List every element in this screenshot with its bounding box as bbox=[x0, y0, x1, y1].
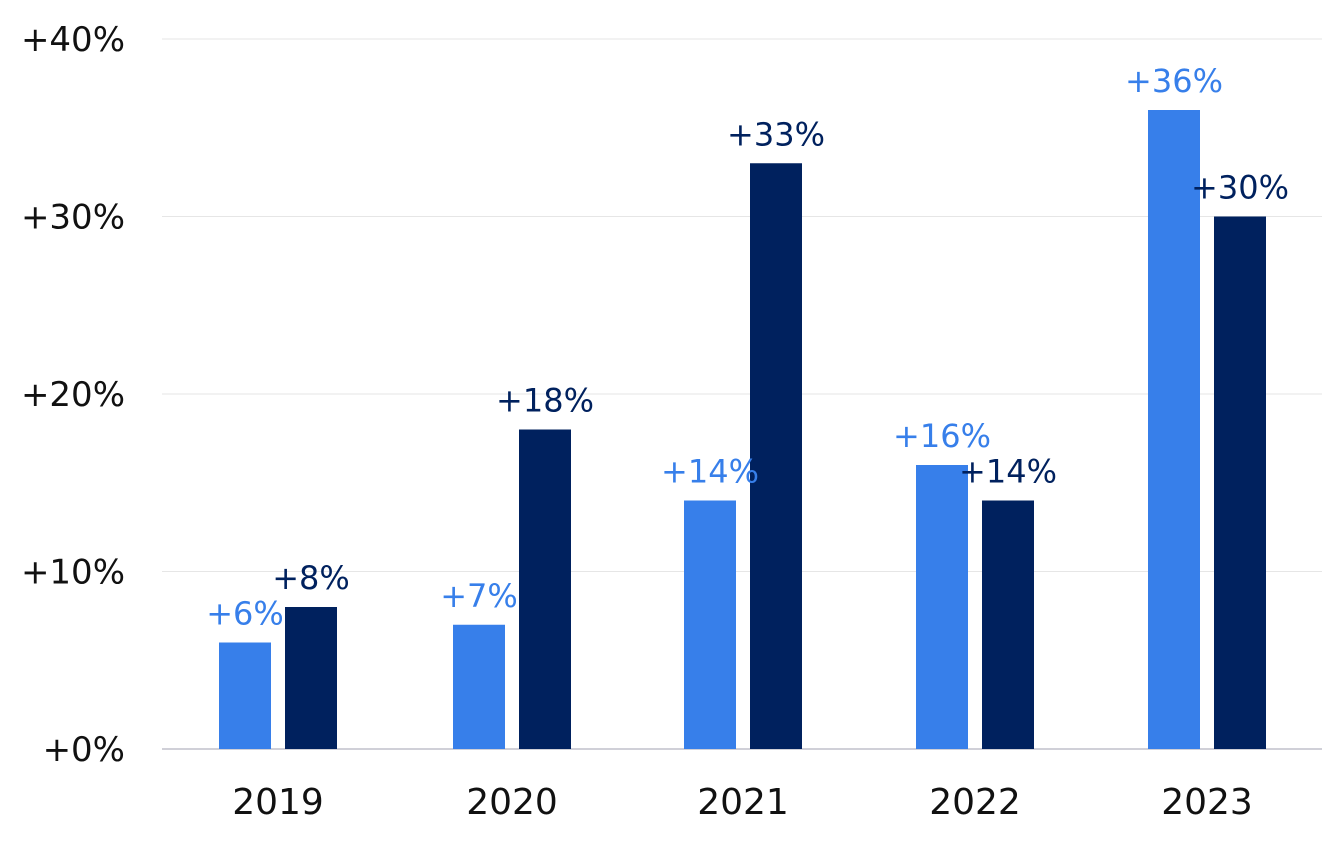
y-tick-label: +30% bbox=[21, 198, 125, 238]
data-label: +14% bbox=[959, 453, 1057, 491]
x-axis-ticks: 2019 2020 2021 2022 2023 bbox=[232, 782, 1253, 823]
bar-2021-series-1 bbox=[684, 500, 736, 749]
data-labels: +6%+8% +7%+18%+14%+33%+16%+14%+36%+30% bbox=[206, 62, 1289, 633]
x-tick-label: 2023 bbox=[1161, 782, 1253, 823]
bar-2020-series-2 bbox=[519, 429, 571, 749]
x-tick-label: 2022 bbox=[929, 782, 1021, 823]
bar-2022-series-2 bbox=[982, 500, 1034, 749]
y-tick-label: +10% bbox=[21, 553, 125, 593]
bar-2019-series-2 bbox=[285, 607, 337, 749]
data-label: +36% bbox=[1125, 62, 1223, 100]
y-axis-ticks: +0% +10% +20% +30% +40% bbox=[21, 20, 125, 770]
x-tick-label: 2020 bbox=[466, 782, 558, 823]
y-tick-label: +0% bbox=[43, 730, 125, 770]
data-label: +7% bbox=[440, 577, 518, 615]
x-tick-label: 2019 bbox=[232, 782, 324, 823]
bars bbox=[219, 110, 1266, 749]
x-tick-label: 2021 bbox=[697, 782, 789, 823]
bar-2020-series-1 bbox=[453, 624, 505, 749]
data-label: +33% bbox=[727, 115, 825, 153]
gridlines bbox=[162, 38, 1322, 750]
y-tick-label: +40% bbox=[21, 20, 125, 60]
bar-2023-series-1 bbox=[1148, 110, 1200, 749]
data-label: +16% bbox=[893, 417, 991, 455]
bar-2022-series-1 bbox=[916, 465, 968, 749]
bar-2023-series-2 bbox=[1214, 216, 1266, 749]
data-label: +30% bbox=[1191, 169, 1289, 207]
bar-2021-series-2 bbox=[750, 163, 802, 749]
data-label: +14% bbox=[661, 453, 759, 491]
y-tick-label: +20% bbox=[21, 375, 125, 415]
data-label: +18% bbox=[496, 382, 594, 420]
data-label: +8% bbox=[272, 559, 350, 597]
data-label: +6% bbox=[206, 595, 284, 633]
bar-2019-series-1 bbox=[219, 642, 271, 749]
